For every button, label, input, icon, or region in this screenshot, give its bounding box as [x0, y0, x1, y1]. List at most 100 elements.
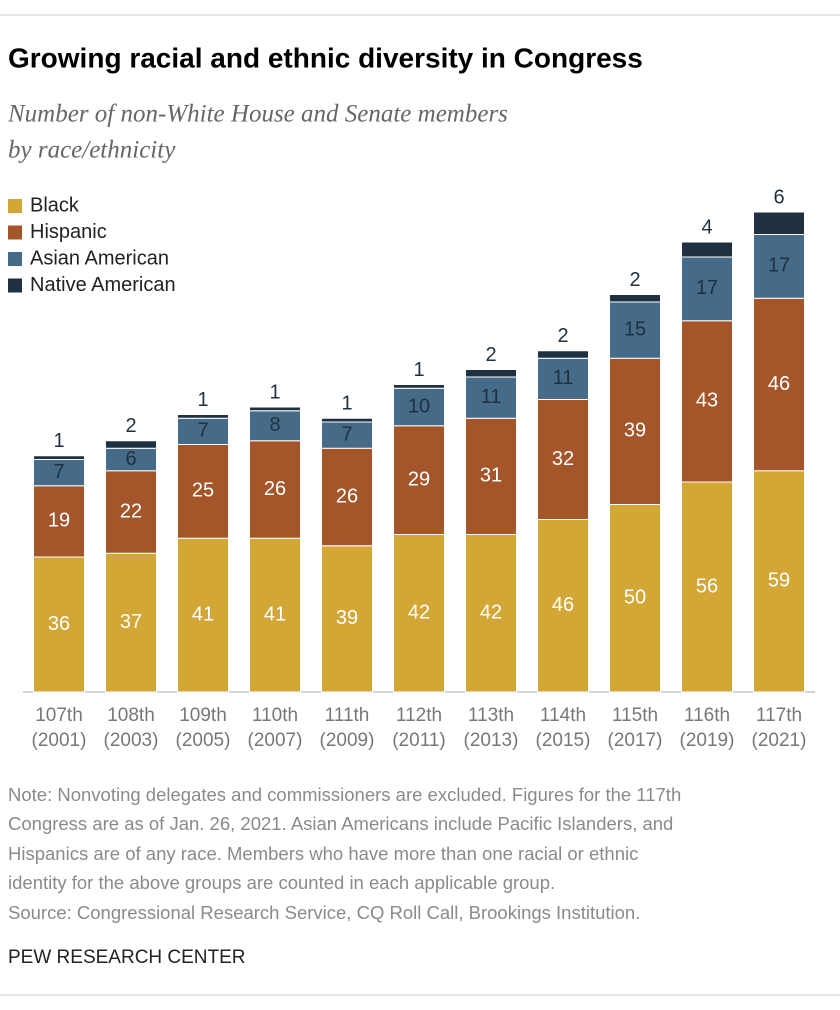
x-tick-label: 114th (2015): [536, 705, 591, 751]
x-tick-label: 112th (2011): [392, 705, 446, 751]
x-tick-label: 117th: [756, 705, 802, 726]
value-label: 42: [408, 602, 430, 624]
x-tick-label: (2011): [392, 730, 446, 751]
bar-segment: [321, 421, 373, 449]
value-label: 17: [768, 255, 790, 277]
bar-segment: [465, 417, 517, 535]
value-label: 32: [552, 448, 574, 470]
note: identity for the above groups are counte…: [8, 872, 555, 893]
x-tick-label: (2003): [104, 730, 159, 751]
x-tick-label: 113th (2013): [464, 705, 519, 751]
value-label: 2: [485, 344, 496, 366]
bar-segment: [105, 440, 157, 449]
value-label: 29: [408, 468, 430, 490]
value-label: 7: [53, 461, 64, 483]
value-label: 6: [773, 186, 784, 208]
x-tick-label: 116th (2019): [680, 705, 735, 751]
value-label: 1: [269, 381, 280, 403]
bar-segment: [393, 534, 445, 693]
x-tick-label: 109th: [179, 705, 227, 726]
source: Source: Congressional Research Service, …: [8, 902, 640, 923]
bar-segment: [537, 350, 589, 359]
bar-segment: [177, 414, 229, 419]
value-label: 11: [481, 386, 502, 408]
legend-swatch: [8, 278, 22, 293]
x-tick-label: 108th (2003): [104, 705, 159, 751]
value-label: 1: [341, 393, 352, 415]
bar-segment: [249, 537, 301, 693]
bar-segment: [609, 357, 661, 505]
bar-segment: [609, 294, 661, 303]
value-label: 42: [480, 602, 502, 624]
bar-segment: [105, 552, 157, 693]
bar-segment: [753, 470, 805, 693]
value-label: 26: [264, 478, 286, 500]
subtitle: Number of non-White House and Senate mem…: [7, 101, 508, 128]
bar-segment: [393, 425, 445, 535]
legend-label: Hispanic: [30, 221, 107, 243]
credit: PEW RESEARCH CENTER: [8, 947, 246, 968]
value-label: 17: [696, 277, 718, 299]
bar-segment: [177, 537, 229, 693]
bar-segment: [177, 417, 229, 445]
bar-segment: [321, 447, 373, 547]
bar-segment: [753, 211, 805, 235]
legend-swatch: [8, 252, 22, 266]
x-tick-label: (2005): [176, 730, 231, 751]
x-tick-label: (2021): [752, 730, 807, 751]
bar-segment: [177, 444, 229, 539]
x-tick-label: (2015): [536, 730, 591, 751]
value-label: 59: [768, 570, 790, 592]
x-tick-label: 116th: [684, 705, 730, 726]
value-label: 39: [336, 607, 358, 629]
bar-segment: [753, 234, 805, 299]
x-tick-label: (2013): [464, 730, 519, 751]
x-tick-label: 111th (2009): [320, 705, 375, 751]
bar-segment: [681, 320, 733, 483]
value-label: 7: [197, 420, 208, 442]
value-label: 39: [624, 420, 646, 442]
x-tick-label: (2009): [320, 730, 375, 751]
value-label: 4: [701, 216, 712, 238]
x-tick-label: 107th: [35, 705, 83, 726]
x-tick-label: 110th: [252, 705, 298, 726]
bar-segment: [249, 410, 301, 442]
x-tick-label: 115th: [612, 705, 658, 726]
value-label: 15: [624, 318, 646, 340]
legend-label: Native American: [30, 274, 176, 296]
value-label: 46: [552, 594, 574, 616]
legend-swatch: [8, 225, 22, 240]
value-label: 8: [269, 414, 280, 436]
x-tick-label: 110th (2007): [248, 705, 303, 751]
value-label: 1: [197, 389, 208, 411]
bar-segment: [681, 241, 733, 258]
note: Hispanics are of any race. Members who h…: [8, 843, 638, 864]
value-label: 50: [624, 587, 646, 609]
x-tick-label: 108th: [107, 705, 155, 726]
bar-segment: [465, 369, 517, 378]
note: Congress are as of Jan. 26, 2021. Asian …: [8, 813, 673, 834]
value-label: 25: [192, 480, 214, 502]
bar-segment: [537, 519, 589, 693]
bar-segment: [681, 256, 733, 322]
bar-segment: [465, 376, 517, 419]
value-label: 56: [696, 575, 718, 597]
note: Note: Nonvoting delegates and commission…: [8, 784, 681, 805]
x-tick-label: 114th: [540, 705, 586, 726]
value-label: 2: [629, 269, 640, 291]
subtitle: by race/ethnicity: [8, 137, 176, 164]
x-tick-label: (2019): [680, 730, 735, 751]
value-label: 43: [696, 390, 718, 412]
bar-segment: [537, 399, 589, 520]
bar-segment: [33, 455, 85, 460]
value-label: 36: [48, 613, 70, 635]
bar-segment: [249, 406, 301, 412]
value-label: 2: [557, 325, 568, 347]
value-label: 46: [768, 373, 790, 395]
bar-segment: [33, 556, 85, 693]
x-tick-label: 117th (2021): [752, 705, 807, 751]
value-label: 11: [553, 367, 574, 389]
value-label: 22: [120, 500, 142, 522]
x-tick-label: 107th (2001): [32, 705, 87, 751]
